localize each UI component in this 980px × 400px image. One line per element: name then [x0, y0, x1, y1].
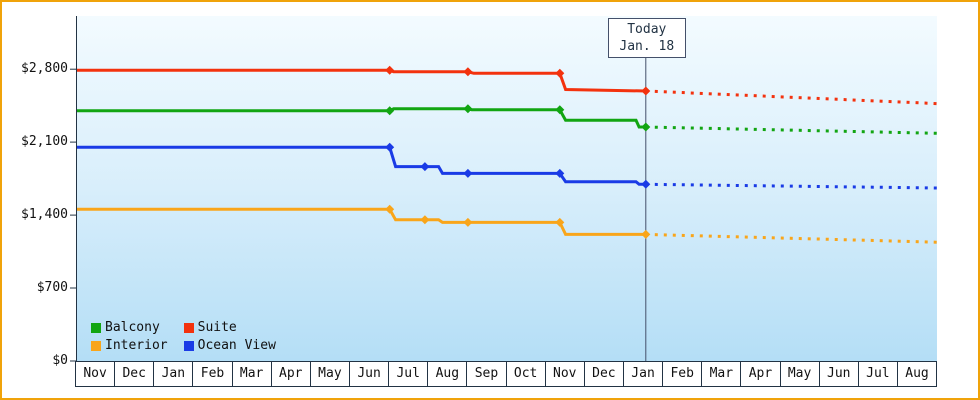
month-cell: Oct — [505, 361, 546, 387]
legend-swatch-icon — [91, 340, 101, 351]
month-cell: May — [309, 361, 350, 387]
month-cell: Feb — [662, 361, 703, 387]
month-cell: Jan — [622, 361, 664, 387]
month-cell: Jul — [388, 361, 429, 387]
month-cell: Dec — [583, 361, 624, 387]
today-label: Today — [627, 22, 667, 37]
y-tick-label: $2,800 — [21, 61, 68, 77]
legend: Balcony Suite Interior Ocean View — [91, 320, 276, 353]
y-tick-label: $700 — [36, 280, 68, 295]
x-axis-month-row: Nov Dec Jan Feb Mar Apr May Jun Jul Aug Sep Oct Nov D… — [75, 361, 938, 387]
y-axis-labels: $2,800 $2,100 $1,400 $700 $0 — [2, 2, 68, 398]
legend-label: Balcony — [105, 320, 160, 335]
legend-swatch-icon — [91, 322, 101, 333]
month-cell: Jul — [857, 361, 898, 387]
legend-swatch-icon — [183, 322, 194, 333]
month-cell: Jun — [348, 361, 390, 387]
month-cell: Jan — [153, 361, 194, 387]
legend-item: Ocean View — [183, 338, 276, 353]
month-cell: Apr — [740, 361, 781, 387]
legend-item: Balcony — [91, 320, 168, 335]
y-tick-label: $1,400 — [21, 207, 68, 223]
chart-canvas — [70, 44, 938, 362]
month-cell: Jun — [818, 361, 859, 387]
y-tick-label: $0 — [52, 353, 68, 368]
today-date: Jan. 18 — [619, 39, 675, 54]
month-cell: Sep — [466, 361, 507, 387]
month-cell: Mar — [701, 361, 742, 387]
month-cell: Nov — [75, 361, 116, 387]
month-cell: Nov — [544, 361, 585, 387]
month-cell: Apr — [270, 361, 311, 387]
month-cell: May — [779, 361, 820, 387]
legend-swatch-icon — [183, 340, 194, 351]
legend-label: Suite — [197, 320, 237, 335]
legend-label: Ocean View — [197, 338, 276, 353]
plot-area: Today Jan. 18 Balcony Suite Interior Ocean … — [70, 16, 938, 362]
month-cell: Feb — [192, 361, 233, 387]
legend-label: Interior — [105, 338, 168, 353]
month-cell: Mar — [231, 361, 272, 387]
month-cell: Aug — [427, 361, 468, 387]
month-cell: Aug — [896, 361, 938, 387]
legend-item: Suite — [183, 320, 276, 335]
month-cell: Dec — [114, 361, 155, 387]
legend-item: Interior — [91, 338, 168, 353]
y-tick-label: $2,100 — [21, 134, 68, 150]
today-annotation: Today Jan. 18 — [607, 18, 686, 58]
